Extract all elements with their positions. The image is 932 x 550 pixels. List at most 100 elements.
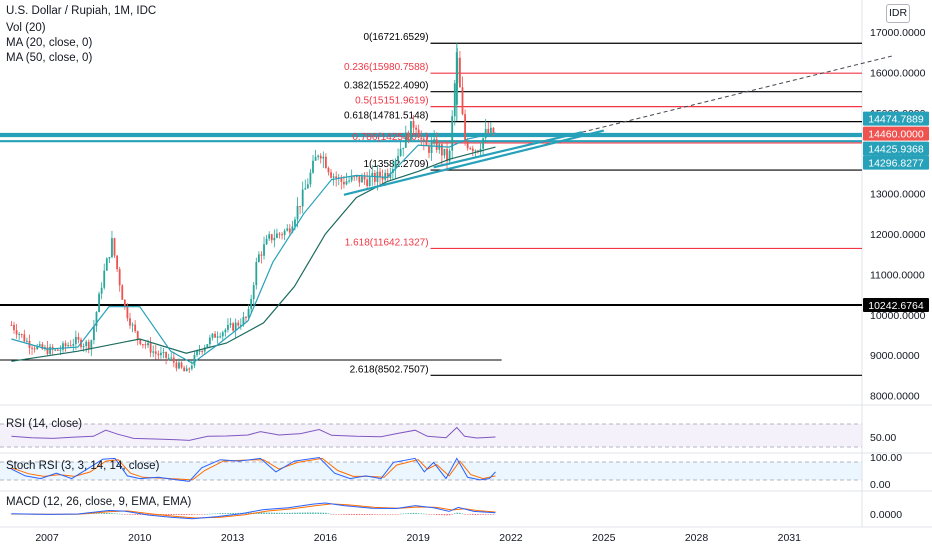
candle-body bbox=[435, 139, 438, 150]
macd-histogram-bar bbox=[451, 514, 453, 515]
macd-histogram-bar bbox=[206, 513, 209, 515]
macd-histogram-bar bbox=[247, 512, 250, 514]
candle-body bbox=[162, 351, 165, 353]
macd-histogram-bar bbox=[474, 514, 477, 515]
macd-line bbox=[11, 502, 496, 520]
candle-body bbox=[167, 357, 170, 359]
price-label-text: 14474.7889 bbox=[868, 114, 924, 126]
ma20-line bbox=[11, 132, 496, 365]
macd-histogram-bar bbox=[381, 514, 384, 515]
macd-histogram-bar bbox=[461, 513, 464, 515]
candle-body bbox=[366, 179, 369, 186]
price-label-box bbox=[863, 141, 929, 156]
price-tick-label: 17000.0000 bbox=[870, 27, 926, 39]
candle-body bbox=[466, 141, 469, 149]
macd-histogram-bar bbox=[423, 513, 425, 515]
macd-histogram-bar bbox=[291, 512, 294, 514]
candle-body bbox=[25, 340, 28, 342]
candle-body bbox=[479, 148, 482, 152]
candle-body bbox=[350, 176, 353, 181]
macd-histogram-bar bbox=[281, 512, 283, 514]
candle-body bbox=[10, 324, 13, 326]
candle-body bbox=[85, 341, 88, 347]
macd-tick-label: 0.0000 bbox=[870, 509, 902, 521]
macd-histogram-bar bbox=[188, 514, 191, 515]
candle-body bbox=[121, 285, 124, 300]
time-tick-label: 2025 bbox=[592, 532, 616, 544]
macd-histogram-bar bbox=[404, 513, 407, 514]
candle-body bbox=[211, 333, 214, 338]
candle-body bbox=[149, 343, 152, 353]
macd-histogram-bar bbox=[327, 513, 330, 514]
macd-histogram-bar bbox=[219, 513, 222, 514]
candle-body bbox=[185, 368, 188, 372]
candle-body bbox=[355, 175, 358, 177]
candle-body bbox=[188, 368, 191, 370]
price-label-box bbox=[863, 297, 929, 312]
candle-body bbox=[464, 114, 466, 142]
candle-body bbox=[214, 333, 216, 338]
macd-histogram-bar bbox=[162, 514, 165, 516]
candle-body bbox=[446, 148, 448, 162]
fib-level-label: 0.618(14781.5148) bbox=[344, 111, 429, 122]
macd-histogram-bar bbox=[386, 514, 389, 515]
macd-histogram-bar bbox=[178, 514, 180, 516]
candle-body bbox=[425, 141, 428, 147]
candle-body bbox=[386, 172, 389, 178]
macd-histogram-bar bbox=[425, 513, 428, 515]
macd-histogram-bar bbox=[492, 514, 495, 515]
candle-body bbox=[118, 269, 121, 286]
macd-histogram-bar bbox=[270, 512, 273, 514]
macd-histogram-bar bbox=[93, 513, 95, 514]
candle-body bbox=[108, 257, 111, 259]
candle-body bbox=[410, 121, 412, 141]
macd-histogram-bar bbox=[482, 514, 484, 515]
candle-body bbox=[381, 177, 384, 180]
macd-histogram-bar bbox=[343, 514, 345, 515]
candle-body bbox=[141, 344, 144, 346]
macd-histogram-bar bbox=[420, 513, 423, 515]
macd-histogram-bar bbox=[224, 513, 227, 514]
candle-body bbox=[309, 172, 312, 185]
macd-histogram-bar bbox=[134, 514, 136, 515]
currency-button[interactable]: IDR bbox=[886, 4, 910, 23]
macd-histogram-bar bbox=[459, 512, 461, 514]
macd-histogram-bar bbox=[399, 513, 402, 515]
macd-histogram-bar bbox=[216, 513, 219, 514]
candle-body bbox=[451, 116, 454, 151]
macd-histogram-bar bbox=[417, 513, 420, 514]
candle-body bbox=[433, 139, 436, 144]
macd-histogram-bar bbox=[389, 514, 392, 515]
indicator-ma50-label: MA (50, close, 0) bbox=[6, 52, 93, 64]
candle-body bbox=[440, 144, 443, 156]
candle-body bbox=[379, 171, 381, 178]
candle-body bbox=[93, 326, 95, 341]
price-label-text: 10242.6764 bbox=[868, 300, 924, 312]
candle-body bbox=[87, 341, 90, 350]
candle-body bbox=[443, 148, 446, 156]
candle-body bbox=[263, 244, 265, 256]
macd-histogram-bar bbox=[209, 513, 211, 515]
macd-histogram-bar bbox=[307, 512, 309, 514]
macd-histogram-bar bbox=[453, 513, 456, 514]
macd-histogram-bar bbox=[232, 512, 234, 514]
macd-histogram-bar bbox=[301, 512, 304, 514]
price-tick-label: 13000.0000 bbox=[870, 189, 926, 201]
fib-level-label: 0.236(15980.7588) bbox=[344, 62, 429, 73]
macd-histogram-bar bbox=[477, 514, 479, 515]
macd-histogram-bar bbox=[167, 514, 170, 516]
macd-histogram-bar bbox=[175, 514, 178, 516]
candle-body bbox=[273, 237, 276, 241]
macd-histogram-bar bbox=[234, 512, 237, 514]
candles bbox=[10, 47, 495, 373]
candle-body bbox=[340, 177, 343, 182]
candle-body bbox=[103, 270, 106, 288]
macd-histogram-bar bbox=[183, 514, 185, 515]
candle-body bbox=[242, 316, 245, 325]
trendline bbox=[581, 54, 895, 133]
candle-body bbox=[317, 155, 320, 157]
candle-body bbox=[56, 349, 59, 351]
candle-body bbox=[404, 132, 407, 148]
macd-histogram-bar bbox=[95, 513, 98, 514]
